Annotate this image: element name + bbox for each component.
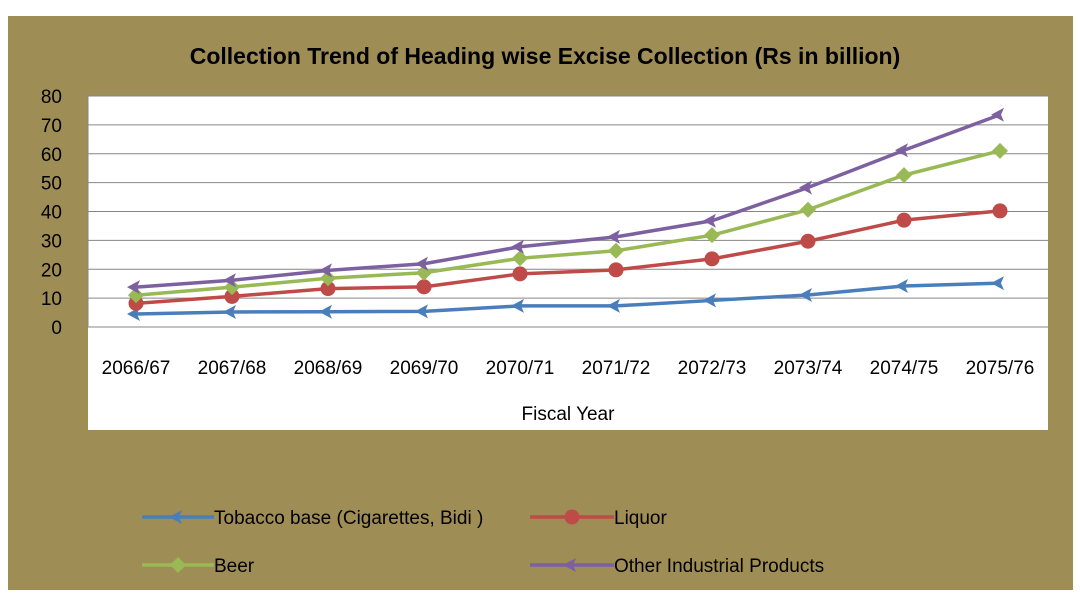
x-tick-label: 2073/74 (774, 358, 843, 379)
legend-item: Liquor (530, 508, 667, 529)
data-point (127, 280, 140, 295)
y-tick-label: 70 (41, 116, 62, 137)
series-2 (128, 203, 1008, 311)
y-tick-label: 60 (41, 145, 62, 166)
x-tick-label: 2074/75 (870, 358, 939, 379)
data-point (704, 227, 720, 244)
series-line (135, 113, 1001, 289)
y-tick-label: 80 (41, 87, 62, 108)
gridlines (88, 95, 1048, 328)
series-3 (128, 142, 1008, 304)
data-point (895, 278, 908, 293)
data-point (128, 287, 144, 304)
y-tick-label: 50 (41, 174, 62, 195)
legend-item: Other Industrial Products (530, 556, 824, 577)
data-point (799, 287, 812, 302)
legend-swatch-marker (563, 558, 576, 572)
x-tick-label: 2072/73 (678, 358, 747, 379)
x-axis-title: Fiscal Year (522, 404, 616, 425)
series-4 (127, 107, 1004, 295)
data-point (703, 213, 716, 228)
data-point (319, 304, 332, 319)
data-point (320, 270, 336, 287)
plot-area-background (88, 96, 1048, 430)
data-point (608, 242, 624, 259)
data-point (703, 293, 716, 308)
data-point (224, 279, 240, 296)
data-point (416, 264, 432, 281)
data-point (511, 298, 524, 313)
data-point (415, 256, 428, 271)
legend-item: Tobacco base (Cigarettes, Bidi ) (142, 508, 483, 529)
data-point (511, 239, 524, 254)
data-point (800, 201, 816, 218)
x-tick-label: 2070/71 (486, 358, 555, 379)
data-point (704, 251, 720, 267)
data-point (223, 304, 236, 319)
legend-swatch-marker (169, 510, 182, 524)
data-point (416, 279, 432, 295)
data-point (992, 142, 1008, 159)
data-point (512, 266, 528, 282)
data-point (991, 107, 1004, 122)
legend-label: Other Industrial Products (614, 556, 824, 577)
y-tick-label: 40 (41, 203, 62, 224)
data-point (799, 180, 812, 195)
legend: Tobacco base (Cigarettes, Bidi ) Liquor Be… (142, 508, 824, 577)
x-tick-label: 2068/69 (294, 358, 363, 379)
legend-label: Tobacco base (Cigarettes, Bidi ) (214, 508, 483, 529)
x-tick-label: 2071/72 (582, 358, 651, 379)
data-point (415, 304, 428, 319)
y-tick-label: 0 (51, 318, 62, 339)
data-point (607, 298, 620, 313)
data-point (128, 295, 144, 311)
data-point (319, 263, 332, 278)
y-tick-label: 20 (41, 260, 62, 281)
data-point (896, 167, 912, 184)
series-1 (127, 276, 1004, 322)
x-tick-label: 2067/68 (198, 358, 267, 379)
x-tick-label: 2069/70 (390, 358, 459, 379)
data-point (896, 212, 912, 228)
data-point (992, 203, 1008, 219)
data-point (895, 143, 908, 158)
y-axis: 0 10 20 30 40 50 60 70 80 (41, 87, 89, 339)
series-line (135, 149, 1001, 297)
legend-label: Beer (214, 556, 255, 577)
data-point (800, 233, 816, 249)
x-tick-label: 2066/67 (102, 358, 171, 379)
legend-item: Beer (142, 556, 255, 577)
series-layer (127, 107, 1008, 322)
data-point (608, 262, 624, 278)
data-point (320, 281, 336, 297)
series-line (135, 209, 1001, 306)
y-tick-label: 10 (41, 289, 62, 310)
data-point (991, 276, 1004, 291)
data-point (512, 250, 528, 267)
y-tick-label: 30 (41, 231, 62, 252)
x-axis: 2066/67 2067/68 2068/69 2069/70 2070/71 2071/… (102, 358, 1035, 379)
legend-swatch-marker (170, 557, 186, 573)
data-point (607, 229, 620, 244)
legend-swatch-marker (564, 509, 580, 525)
series-line (135, 281, 1001, 316)
data-point (223, 273, 236, 288)
x-tick-label: 2075/76 (966, 358, 1035, 379)
chart-title: Collection Trend of Heading wise Excise … (190, 43, 901, 69)
data-point (224, 288, 240, 304)
legend-label: Liquor (614, 508, 667, 529)
